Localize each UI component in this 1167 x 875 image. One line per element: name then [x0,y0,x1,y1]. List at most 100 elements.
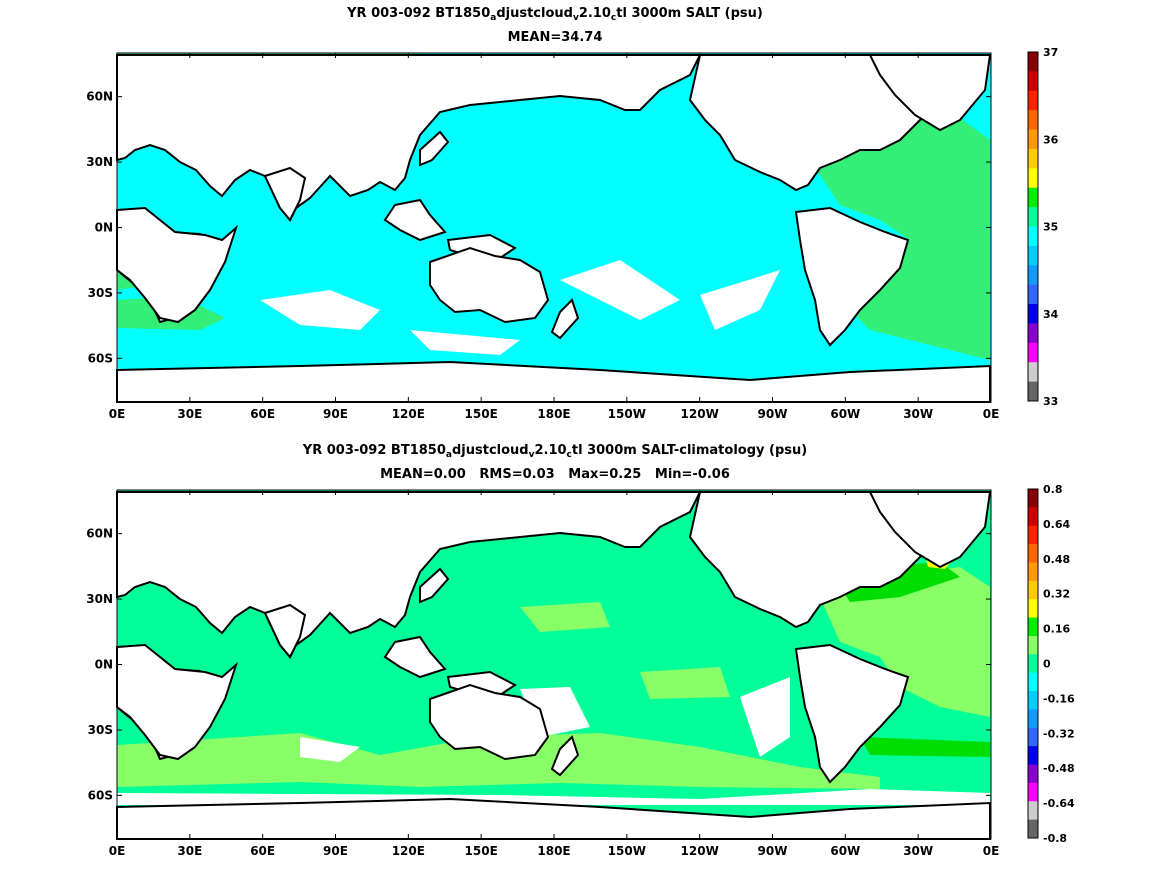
top-x-tick-label: 180E [537,407,570,421]
top-colorbar-swatch [1028,187,1038,208]
bottom-colorbar-label: -0.16 [1043,692,1075,705]
top-colorbar: 37 36 35 34 33 [1027,46,1059,408]
top-colorbar-swatch [1028,71,1038,92]
bottom-colorbar-swatch [1028,727,1038,747]
top-map-title: YR 003-092 BT1850adjustcloudv2.10ctl 300… [347,6,763,23]
bottom-colorbar-label: 0.8 [1043,483,1063,496]
bottom-map-south-atlantic [860,737,990,757]
top-colorbar-swatch [1028,110,1038,131]
top-colorbar-swatch [1028,304,1038,324]
top-colorbar-frame [1027,51,1039,402]
bottom-colorbar-label: 0.64 [1043,518,1070,531]
top-colorbar-swatch [1028,207,1038,227]
bottom-x-tick-label: 180E [537,844,570,858]
top-y-tick-label: 60N [86,90,113,104]
top-map-gap-4 [410,330,520,355]
top-y-axis: 60N 30N 0N 30S 60S [86,90,991,365]
top-colorbar-swatch [1028,342,1038,363]
top-colorbar-swatch [1028,226,1038,247]
bottom-colorbar-swatch [1028,764,1038,784]
bottom-colorbar-swatch [1028,635,1038,655]
bottom-colorbar-label: -0.64 [1043,797,1075,810]
top-colorbar-swatch [1028,362,1038,383]
top-x-tick-label: 0E [109,407,126,421]
bottom-x-tick-label: 0E [983,844,1000,858]
top-y-tick-label: 0N [95,221,113,235]
bottom-colorbar-swatch [1028,746,1038,766]
bottom-colorbar-swatch [1028,580,1038,600]
bottom-map-pacific-patch-1 [520,602,610,632]
bottom-x-tick-label: 0E [109,844,126,858]
bottom-colorbar-swatch [1028,525,1038,545]
bottom-colorbar: 0.8 0.64 0.48 0.32 0.16 0 -0.16 -0.32 -0.48 -0.64… [1027,483,1075,845]
top-colorbar-swatch [1028,265,1038,286]
bottom-map-pacific-patch-2 [640,667,730,699]
top-map-atlantic-region [810,110,990,360]
bottom-y-tick-label: 60S [88,788,113,802]
top-colorbar-swatch [1028,381,1038,402]
bottom-y-axis: 60N 30N 0N 30S 60S [86,527,991,802]
bottom-colorbar-swatch [1028,782,1038,802]
bottom-x-tick-label: 30E [177,844,202,858]
top-colorbar-swatch [1028,148,1038,169]
top-x-tick-label: 150E [465,407,498,421]
bottom-colorbar-label: 0 [1043,658,1051,671]
bottom-colorbar-swatch [1028,801,1038,821]
top-colorbar-swatch [1028,129,1038,150]
top-map-gap-2 [560,260,680,320]
bottom-map [116,489,992,840]
top-y-tick-label: 60S [88,351,113,365]
bottom-colorbar-swatch [1028,691,1038,710]
bottom-x-tick-label: 90E [323,844,348,858]
top-x-tick-label: 30W [903,407,933,421]
top-colorbar-swatch [1028,323,1038,344]
bottom-x-tick-label: 150W [608,844,646,858]
bottom-map-gap-4 [117,789,990,805]
top-x-tick-label: 0E [983,407,1000,421]
bottom-x-tick-label: 120E [392,844,425,858]
bottom-colorbar-swatch [1028,507,1038,527]
bottom-colorbar-label: 0.48 [1043,553,1070,566]
top-x-tick-label: 120E [392,407,425,421]
top-colorbar-swatch [1028,284,1038,305]
top-map-subtitle: MEAN=34.74 [507,30,603,45]
top-x-tick-label: 60W [830,407,860,421]
top-y-tick-label: 30S [88,286,113,300]
top-x-tick-label: 60E [250,407,275,421]
top-colorbar-swatch [1028,168,1038,189]
bottom-colorbar-swatch [1028,654,1038,674]
bottom-y-tick-label: 30S [88,723,113,737]
bottom-x-tick-label: 90W [758,844,788,858]
bottom-x-tick-label: 120W [681,844,719,858]
bottom-colorbar-swatch [1028,819,1038,839]
bottom-colorbar-swatch [1028,544,1038,563]
top-map-gap-1 [260,290,380,330]
top-map [116,52,992,403]
bottom-x-axis: 0E 30E 60E 90E 120E 150E 180E 150W 120W 90W 60W 30W… [109,490,1000,858]
top-x-tick-label: 90W [758,407,788,421]
bottom-map-atlantic-region [820,567,990,717]
top-colorbar-label: 34 [1043,308,1059,321]
bottom-colorbar-swatch [1028,599,1038,619]
bottom-colorbar-label: -0.8 [1043,832,1067,845]
bottom-map-subtitle: MEAN=0.00 RMS=0.03 Max=0.25 Min=-0.06 [380,467,730,482]
top-x-tick-label: 30E [177,407,202,421]
bottom-colorbar-swatch [1028,709,1038,729]
bottom-x-tick-label: 60W [830,844,860,858]
bottom-map-title: YR 003-092 BT1850adjustcloudv2.10ctl 300… [302,443,808,460]
bottom-colorbar-label: 0.32 [1043,588,1070,601]
top-x-tick-label: 90E [323,407,348,421]
bottom-colorbar-swatch [1028,617,1038,637]
top-x-axis: 0E 30E 60E 90E 120E 150E 180E 150W 120W 90W 60W 30W… [109,53,1000,421]
bottom-y-tick-label: 0N [95,658,113,672]
top-colorbar-label: 35 [1043,221,1058,234]
bottom-colorbar-frame [1027,488,1039,839]
bottom-y-tick-label: 60N [86,527,113,541]
bottom-map-gap-3 [740,677,790,757]
top-colorbar-label: 36 [1043,133,1059,146]
bottom-map-gap-1 [300,737,360,762]
top-x-tick-label: 150W [608,407,646,421]
top-colorbar-label: 33 [1043,395,1058,408]
top-map-gap-3 [700,270,780,330]
